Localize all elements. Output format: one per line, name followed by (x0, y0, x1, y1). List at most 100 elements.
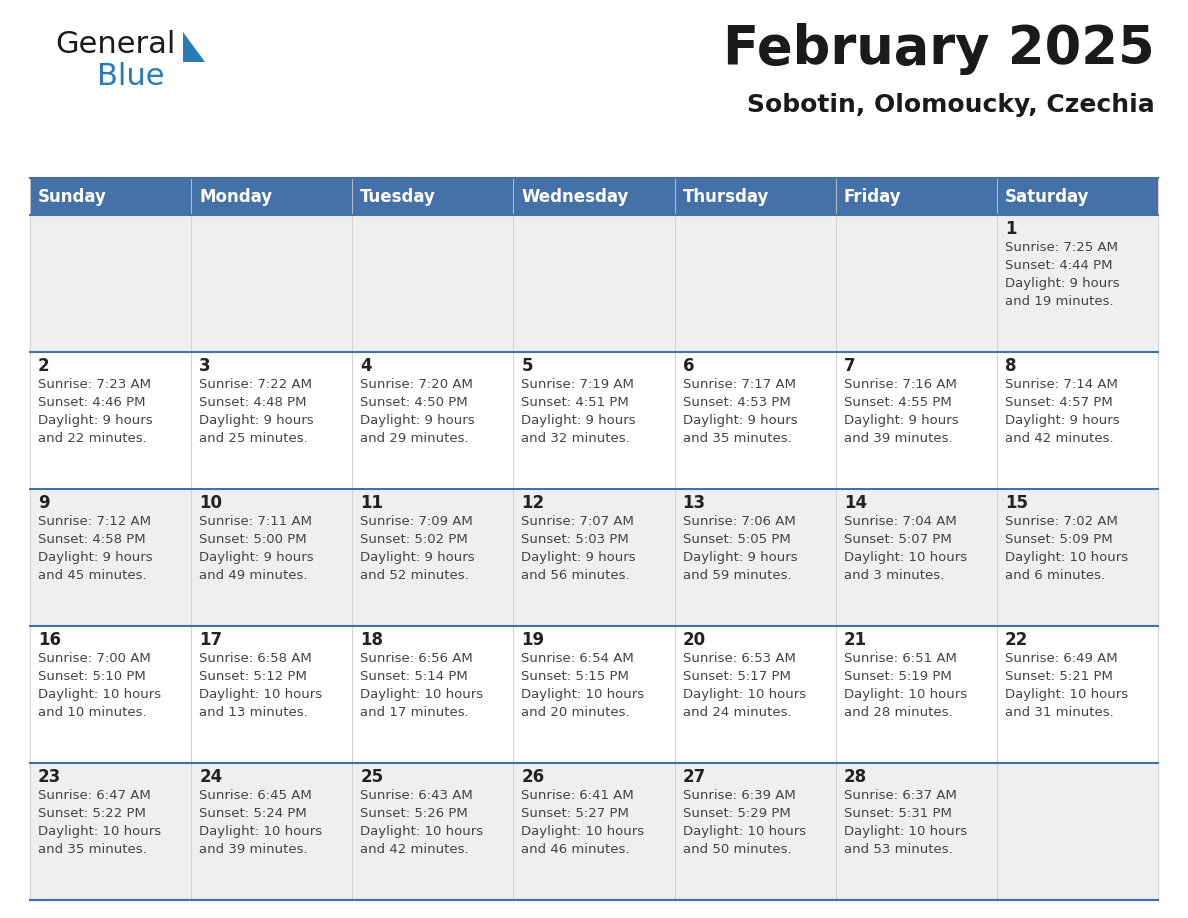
Text: 25: 25 (360, 768, 384, 786)
Text: Sunrise: 7:00 AM: Sunrise: 7:00 AM (38, 652, 151, 665)
Text: Daylight: 9 hours: Daylight: 9 hours (38, 414, 152, 427)
Text: Sunset: 5:03 PM: Sunset: 5:03 PM (522, 533, 630, 546)
Text: Sunday: Sunday (38, 187, 107, 206)
Text: Sunrise: 6:39 AM: Sunrise: 6:39 AM (683, 789, 795, 802)
Bar (30, 626, 191, 763)
Bar (835, 178, 997, 215)
Text: Sunrise: 6:58 AM: Sunrise: 6:58 AM (200, 652, 312, 665)
Text: Daylight: 10 hours: Daylight: 10 hours (200, 825, 322, 838)
Text: Sunset: 4:50 PM: Sunset: 4:50 PM (360, 396, 468, 409)
Text: 2: 2 (38, 357, 50, 375)
Text: Sunset: 4:44 PM: Sunset: 4:44 PM (1005, 259, 1112, 272)
Text: Sunset: 4:58 PM: Sunset: 4:58 PM (38, 533, 146, 546)
Text: 19: 19 (522, 631, 544, 649)
Text: Sunset: 4:57 PM: Sunset: 4:57 PM (1005, 396, 1113, 409)
Text: Sunrise: 7:19 AM: Sunrise: 7:19 AM (522, 378, 634, 391)
Text: 10: 10 (200, 494, 222, 512)
Text: 24: 24 (200, 768, 222, 786)
Text: and 24 minutes.: and 24 minutes. (683, 706, 791, 719)
Bar (513, 626, 675, 763)
Bar (191, 352, 353, 489)
Bar (353, 626, 513, 763)
Text: Sunrise: 6:47 AM: Sunrise: 6:47 AM (38, 789, 151, 802)
Text: and 22 minutes.: and 22 minutes. (38, 432, 147, 445)
Text: and 20 minutes.: and 20 minutes. (522, 706, 630, 719)
Text: Sunrise: 7:23 AM: Sunrise: 7:23 AM (38, 378, 151, 391)
Bar (353, 352, 513, 489)
Text: 23: 23 (38, 768, 62, 786)
Bar (513, 352, 675, 489)
Text: February 2025: February 2025 (723, 23, 1155, 75)
Text: Sunrise: 7:17 AM: Sunrise: 7:17 AM (683, 378, 796, 391)
Text: Sunset: 5:17 PM: Sunset: 5:17 PM (683, 670, 790, 683)
Text: 12: 12 (522, 494, 544, 512)
Text: Daylight: 9 hours: Daylight: 9 hours (360, 414, 475, 427)
Text: and 39 minutes.: and 39 minutes. (200, 843, 308, 856)
Text: and 49 minutes.: and 49 minutes. (200, 569, 308, 582)
Polygon shape (183, 32, 206, 62)
Bar (30, 763, 191, 900)
Text: Daylight: 9 hours: Daylight: 9 hours (683, 551, 797, 564)
Bar (191, 215, 353, 352)
Text: Sunset: 5:21 PM: Sunset: 5:21 PM (1005, 670, 1113, 683)
Bar (835, 215, 997, 352)
Text: Sunrise: 7:25 AM: Sunrise: 7:25 AM (1005, 241, 1118, 254)
Text: and 28 minutes.: and 28 minutes. (843, 706, 953, 719)
Text: Sunrise: 7:06 AM: Sunrise: 7:06 AM (683, 515, 795, 528)
Bar (675, 763, 835, 900)
Text: 4: 4 (360, 357, 372, 375)
Bar (835, 763, 997, 900)
Bar (997, 215, 1158, 352)
Text: and 46 minutes.: and 46 minutes. (522, 843, 630, 856)
Text: Daylight: 10 hours: Daylight: 10 hours (200, 688, 322, 701)
Text: and 17 minutes.: and 17 minutes. (360, 706, 469, 719)
Text: Daylight: 9 hours: Daylight: 9 hours (360, 551, 475, 564)
Text: Daylight: 10 hours: Daylight: 10 hours (522, 825, 645, 838)
Text: Daylight: 10 hours: Daylight: 10 hours (683, 825, 805, 838)
Text: Sunset: 4:55 PM: Sunset: 4:55 PM (843, 396, 952, 409)
Text: and 19 minutes.: and 19 minutes. (1005, 295, 1113, 308)
Text: Sunset: 4:48 PM: Sunset: 4:48 PM (200, 396, 307, 409)
Text: Sunset: 5:02 PM: Sunset: 5:02 PM (360, 533, 468, 546)
Text: 22: 22 (1005, 631, 1028, 649)
Text: Sunset: 5:05 PM: Sunset: 5:05 PM (683, 533, 790, 546)
Text: and 59 minutes.: and 59 minutes. (683, 569, 791, 582)
Text: Blue: Blue (97, 62, 164, 91)
Text: Sunrise: 6:37 AM: Sunrise: 6:37 AM (843, 789, 956, 802)
Text: Sunset: 5:27 PM: Sunset: 5:27 PM (522, 807, 630, 820)
Text: Sunrise: 6:49 AM: Sunrise: 6:49 AM (1005, 652, 1118, 665)
Text: and 6 minutes.: and 6 minutes. (1005, 569, 1105, 582)
Text: Saturday: Saturday (1005, 187, 1089, 206)
Bar (513, 763, 675, 900)
Text: 26: 26 (522, 768, 544, 786)
Text: Sunset: 5:07 PM: Sunset: 5:07 PM (843, 533, 952, 546)
Bar (675, 215, 835, 352)
Text: 6: 6 (683, 357, 694, 375)
Text: Sunrise: 7:14 AM: Sunrise: 7:14 AM (1005, 378, 1118, 391)
Text: Sunrise: 7:04 AM: Sunrise: 7:04 AM (843, 515, 956, 528)
Text: Sunset: 4:46 PM: Sunset: 4:46 PM (38, 396, 145, 409)
Text: and 42 minutes.: and 42 minutes. (1005, 432, 1113, 445)
Text: and 29 minutes.: and 29 minutes. (360, 432, 469, 445)
Text: Daylight: 9 hours: Daylight: 9 hours (200, 551, 314, 564)
Text: Sunset: 5:24 PM: Sunset: 5:24 PM (200, 807, 307, 820)
Bar (997, 763, 1158, 900)
Text: Sunset: 5:14 PM: Sunset: 5:14 PM (360, 670, 468, 683)
Text: Daylight: 9 hours: Daylight: 9 hours (522, 551, 636, 564)
Text: Daylight: 9 hours: Daylight: 9 hours (38, 551, 152, 564)
Text: Sunset: 5:00 PM: Sunset: 5:00 PM (200, 533, 307, 546)
Text: 1: 1 (1005, 220, 1017, 238)
Text: Sunset: 5:22 PM: Sunset: 5:22 PM (38, 807, 146, 820)
Text: Daylight: 9 hours: Daylight: 9 hours (522, 414, 636, 427)
Text: Sunrise: 6:41 AM: Sunrise: 6:41 AM (522, 789, 634, 802)
Bar (835, 352, 997, 489)
Text: 11: 11 (360, 494, 384, 512)
Bar (675, 352, 835, 489)
Text: 28: 28 (843, 768, 867, 786)
Text: Daylight: 9 hours: Daylight: 9 hours (1005, 277, 1119, 290)
Text: 9: 9 (38, 494, 50, 512)
Text: Sunrise: 6:56 AM: Sunrise: 6:56 AM (360, 652, 473, 665)
Text: 3: 3 (200, 357, 210, 375)
Text: Monday: Monday (200, 187, 272, 206)
Text: Sunset: 4:51 PM: Sunset: 4:51 PM (522, 396, 630, 409)
